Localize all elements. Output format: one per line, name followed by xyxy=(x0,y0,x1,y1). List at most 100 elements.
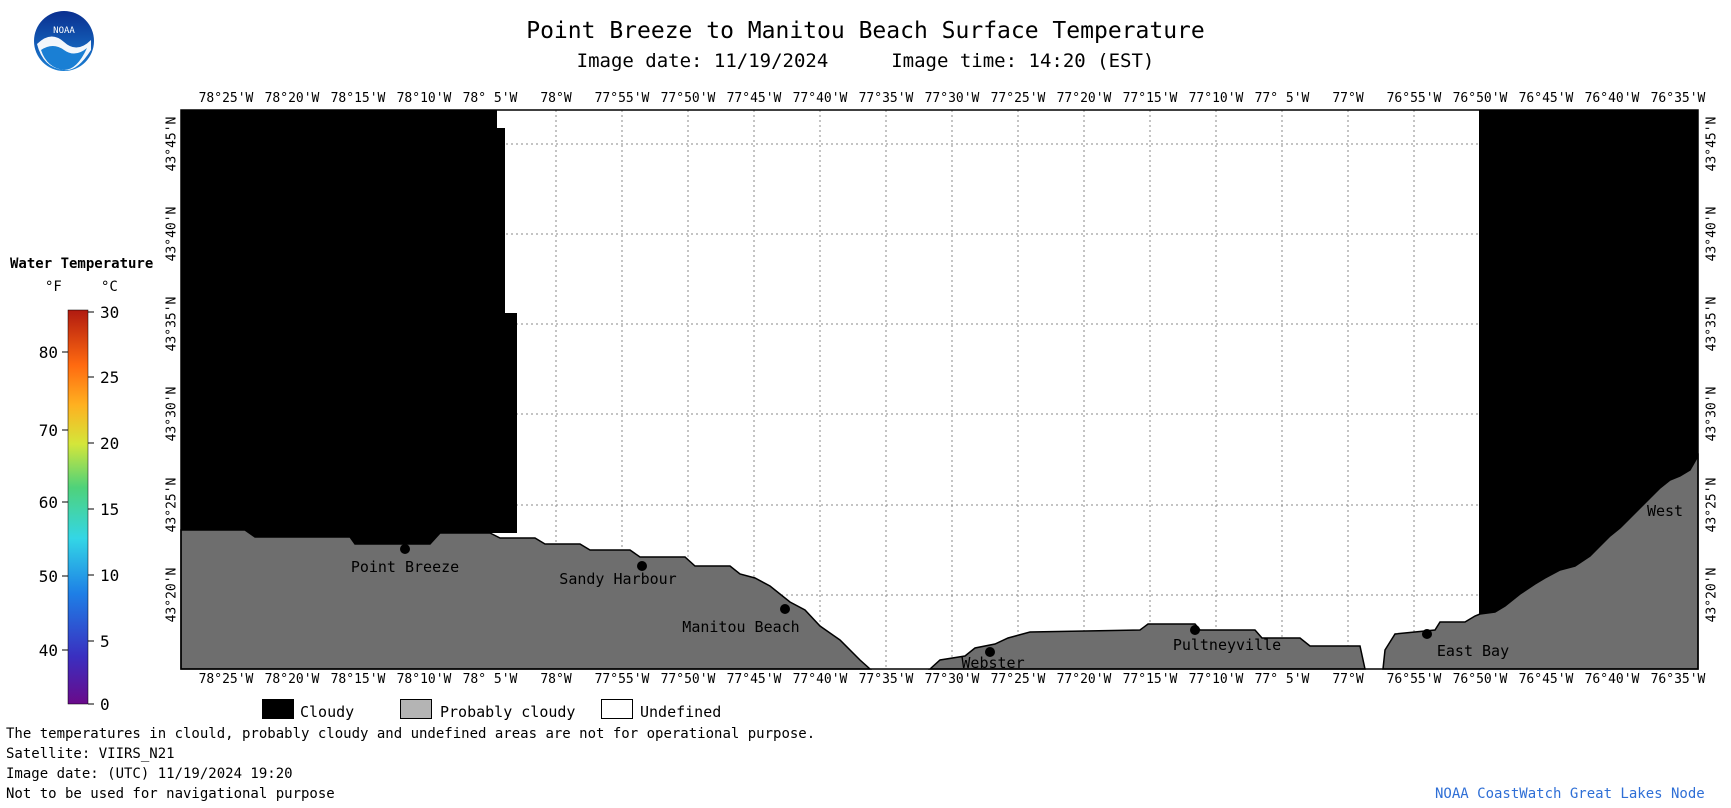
celsius-tick-label: 25 xyxy=(100,368,119,387)
longitude-label-top: 78°W xyxy=(540,91,571,106)
longitude-label-bottom: 76°35'W xyxy=(1651,672,1706,687)
longitude-label-bottom: 77°40'W xyxy=(793,672,848,687)
longitude-label-top: 78°20'W xyxy=(265,91,320,106)
latitude-label-right: 43°25'N xyxy=(1705,478,1720,533)
place-marker xyxy=(400,544,410,554)
longitude-label-bottom: 77°30'W xyxy=(925,672,980,687)
longitude-label-bottom: 77° 5'W xyxy=(1255,672,1310,687)
longitude-label-bottom: 78°15'W xyxy=(331,672,386,687)
celsius-tick-label: 5 xyxy=(100,632,110,651)
longitude-label-bottom: 77°50'W xyxy=(661,672,716,687)
celsius-tick-label: 10 xyxy=(100,566,119,585)
noaa-logo: NOAA xyxy=(34,11,94,71)
disclaimer-text: The temperatures in clould, probably clo… xyxy=(6,726,816,742)
place-marker xyxy=(780,604,790,614)
probably-cloudy-region xyxy=(928,623,1366,670)
place-label: Sandy Harbour xyxy=(559,570,676,588)
longitude-label-top: 77°45'W xyxy=(727,91,782,106)
longitude-label-top: 76°45'W xyxy=(1519,91,1574,106)
longitude-label-top: 77°40'W xyxy=(793,91,848,106)
longitude-label-bottom: 77°10'W xyxy=(1189,672,1244,687)
image-date: 11/19/2024 xyxy=(713,50,829,72)
fahrenheit-tick-label: 40 xyxy=(39,641,58,660)
longitude-label-bottom: 78°25'W xyxy=(199,672,254,687)
map-subtitle: Image date: 11/19/2024 Image time: 14:20… xyxy=(0,50,1731,72)
place-label: East Bay xyxy=(1437,642,1509,660)
latitude-label-right: 43°40'N xyxy=(1705,207,1720,262)
longitude-label-top: 77°10'W xyxy=(1189,91,1244,106)
latitude-label-left: 43°20'N xyxy=(165,568,180,623)
longitude-label-top: 77° 5'W xyxy=(1255,91,1310,106)
time-label: Image time: xyxy=(891,50,1018,72)
longitude-label-top: 77°20'W xyxy=(1057,91,1112,106)
date-label: Image date: xyxy=(576,50,703,72)
utc-date-text: Image date: (UTC) 11/19/2024 19:20 xyxy=(6,766,293,782)
place-label: Point Breeze xyxy=(351,558,459,576)
latitude-label-left: 43°40'N xyxy=(165,207,180,262)
legend-swatch-undefined xyxy=(601,699,633,719)
longitude-label-top: 77°W xyxy=(1332,91,1363,106)
place-marker xyxy=(1628,489,1638,499)
longitude-label-bottom: 78°20'W xyxy=(265,672,320,687)
place-label: West xyxy=(1647,502,1683,520)
place-label: Webster xyxy=(961,654,1024,672)
longitude-label-top: 76°50'W xyxy=(1453,91,1508,106)
longitude-label-top: 78°15'W xyxy=(331,91,386,106)
place-marker xyxy=(1422,629,1432,639)
place-marker xyxy=(985,647,995,657)
latitude-label-right: 43°35'N xyxy=(1705,297,1720,352)
longitude-label-bottom: 76°45'W xyxy=(1519,672,1574,687)
unit-fahrenheit: °F xyxy=(45,279,62,295)
satellite-text: Satellite: VIIRS_N21 xyxy=(6,746,175,762)
longitude-label-bottom: 77°35'W xyxy=(859,672,914,687)
place-marker xyxy=(1190,625,1200,635)
logo-text: NOAA xyxy=(53,26,75,36)
longitude-label-bottom: 76°55'W xyxy=(1387,672,1442,687)
fahrenheit-tick-label: 50 xyxy=(39,567,58,586)
latitude-label-left: 43°25'N xyxy=(165,478,180,533)
legend-swatch-probably-cloudy xyxy=(400,699,432,719)
longitude-label-bottom: 77°W xyxy=(1332,672,1363,687)
longitude-label-top: 77°50'W xyxy=(661,91,716,106)
legend-label-undefined: Undefined xyxy=(640,703,722,721)
longitude-label-bottom: 77°25'W xyxy=(991,672,1046,687)
celsius-tick-label: 20 xyxy=(100,434,119,453)
longitude-label-bottom: 76°40'W xyxy=(1585,672,1640,687)
longitude-label-top: 77°15'W xyxy=(1123,91,1178,106)
latitude-label-right: 43°20'N xyxy=(1705,568,1720,623)
legend-swatch-cloudy xyxy=(262,699,294,719)
longitude-label-bottom: 77°20'W xyxy=(1057,672,1112,687)
latitude-label-left: 43°35'N xyxy=(165,297,180,352)
map-title: Point Breeze to Manitou Beach Surface Te… xyxy=(526,18,1205,44)
longitude-label-top: 76°55'W xyxy=(1387,91,1442,106)
longitude-label-bottom: 76°50'W xyxy=(1453,672,1508,687)
image-time: 14:20 (EST) xyxy=(1028,50,1155,72)
legend-label-probably-cloudy: Probably cloudy xyxy=(440,703,576,721)
fahrenheit-tick-label: 80 xyxy=(39,343,58,362)
longitude-label-bottom: 77°15'W xyxy=(1123,672,1178,687)
credit-text: NOAA CoastWatch Great Lakes Node xyxy=(1435,786,1705,802)
longitude-label-top: 76°35'W xyxy=(1651,91,1706,106)
unit-celsius: °C xyxy=(101,279,118,295)
legend-label-cloudy: Cloudy xyxy=(300,703,355,721)
longitude-label-bottom: 77°45'W xyxy=(727,672,782,687)
longitude-label-top: 76°40'W xyxy=(1585,91,1640,106)
longitude-label-bottom: 77°55'W xyxy=(595,672,650,687)
longitude-label-top: 78° 5'W xyxy=(463,91,518,106)
colorbar-title: Water Temperature xyxy=(10,256,154,272)
longitude-label-bottom: 78°10'W xyxy=(397,672,452,687)
latitude-label-right: 43°45'N xyxy=(1705,117,1720,172)
place-label: Manitou Beach xyxy=(682,618,799,636)
longitude-label-top: 77°25'W xyxy=(991,91,1046,106)
navigation-disclaimer: Not to be used for navigational purpose xyxy=(6,786,335,802)
fahrenheit-tick-label: 70 xyxy=(39,421,58,440)
celsius-tick-label: 0 xyxy=(100,695,110,714)
latitude-label-left: 43°45'N xyxy=(165,117,180,172)
celsius-tick-label: 30 xyxy=(100,303,119,322)
longitude-label-top: 77°55'W xyxy=(595,91,650,106)
place-label: Pultneyville xyxy=(1173,636,1281,654)
longitude-label-top: 77°30'W xyxy=(925,91,980,106)
place-marker xyxy=(637,561,647,571)
